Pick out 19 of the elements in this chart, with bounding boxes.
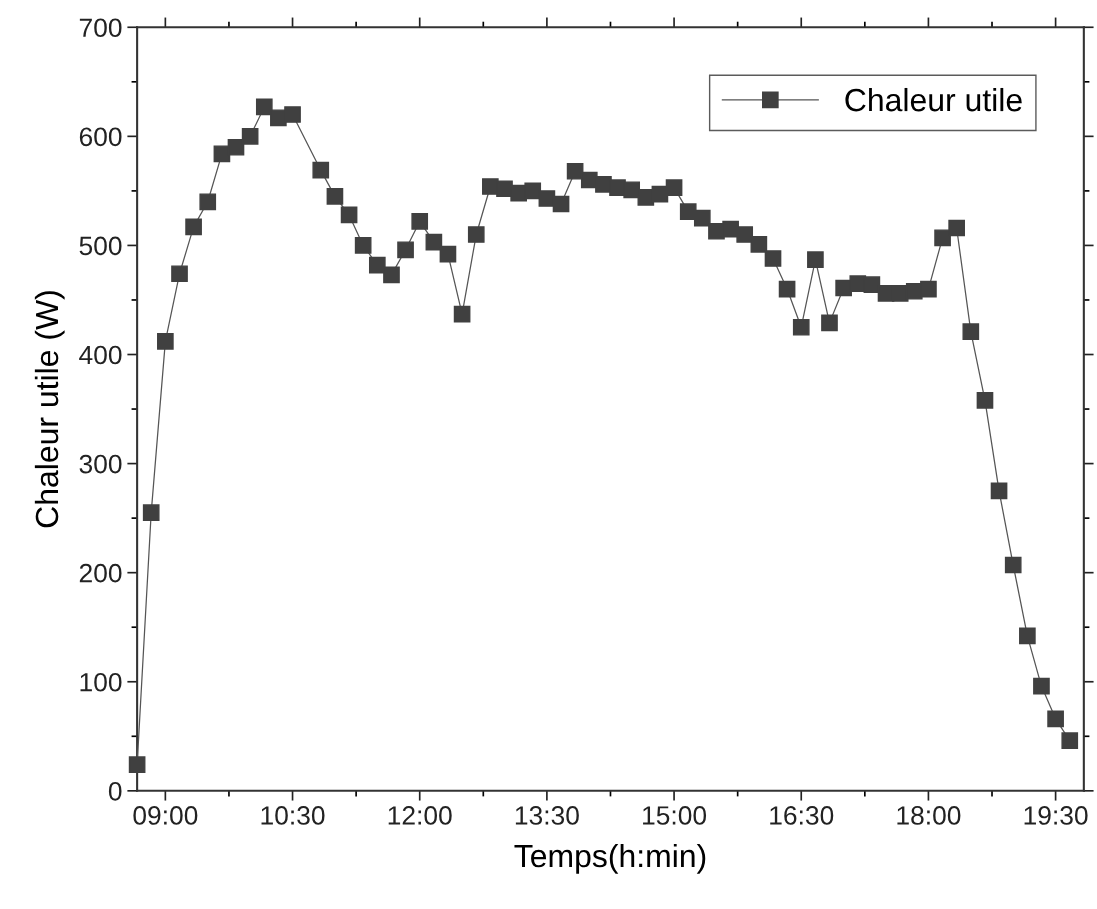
y-tick-label: 200 (79, 563, 122, 583)
x-tick-label: 18:00 (897, 806, 961, 825)
y-axis-title: Chaleur utile (W) (34, 291, 65, 528)
x-tick-label: 16:30 (770, 806, 834, 825)
y-tick-label: 600 (79, 127, 122, 147)
y-tick-label: 300 (79, 454, 122, 474)
y-tick-label: 100 (80, 672, 122, 692)
x-tick-label: 15:00 (643, 806, 707, 825)
y-tick-label: 700 (79, 18, 122, 38)
x-axis-title: Temps(h:min) (514, 843, 706, 874)
x-tick-label: 09:00 (133, 806, 198, 825)
x-tick-label: 10:30 (261, 806, 325, 825)
y-tick-label: 500 (79, 236, 122, 256)
y-tick-label: 400 (79, 345, 122, 365)
legend-label: Chaleur utile (845, 87, 1022, 112)
x-tick-label: 13:30 (515, 806, 579, 825)
x-tick-label: 12:00 (388, 806, 452, 825)
y-tick-label: 0 (108, 781, 122, 801)
x-tick-label: 19:30 (1024, 806, 1088, 825)
